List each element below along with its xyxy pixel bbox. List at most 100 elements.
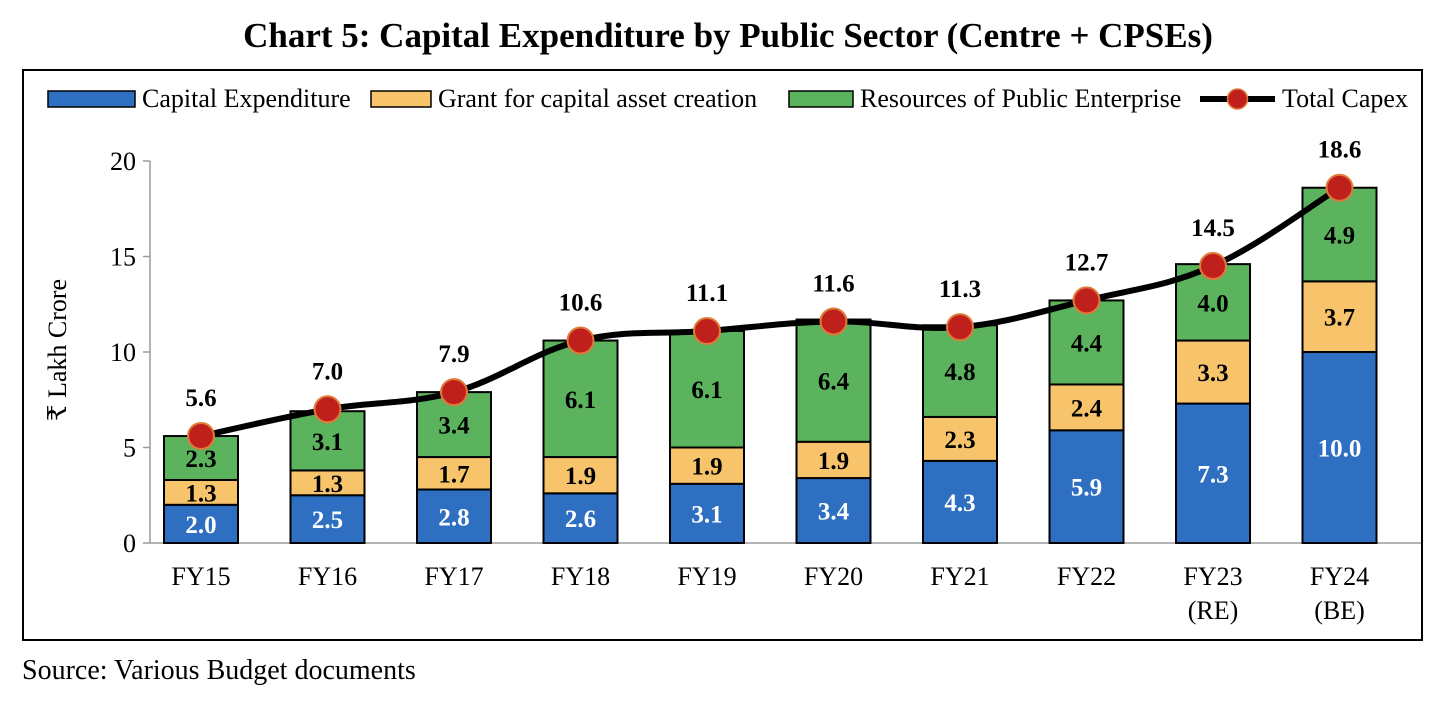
data-label: 5.9: [1071, 475, 1102, 502]
total-capex-marker: [1199, 252, 1227, 281]
legend-swatch: [47, 90, 136, 108]
total-capex-marker: [1325, 173, 1354, 202]
data-label: 2.0: [185, 512, 216, 539]
total-capex-marker: [187, 422, 215, 451]
source-note: Source: Various Budget documents: [22, 655, 416, 686]
legend-swatch: [370, 90, 432, 108]
data-label: 3.4: [438, 413, 470, 440]
data-label: 3.7: [1324, 305, 1355, 332]
y-tick-label: 10: [110, 338, 136, 367]
total-capex-label: 11.6: [812, 270, 854, 297]
total-capex-label: 10.6: [559, 290, 603, 317]
data-label: 3.1: [691, 501, 722, 528]
x-tick-label: (RE): [1188, 596, 1239, 625]
data-label: 3.3: [1197, 360, 1228, 387]
data-label: 2.5: [312, 507, 343, 534]
data-label: 4.9: [1324, 223, 1355, 250]
legend: Capital Expenditure Grant for capital ass…: [47, 84, 1408, 113]
legend-marker: [1226, 88, 1249, 110]
legend-item: Resources of Public Enterprise: [788, 84, 1181, 113]
total-capex-label: 5.6: [185, 385, 216, 412]
y-axis-label: ₹ Lakh Crore: [43, 279, 72, 421]
data-label: 2.6: [565, 506, 596, 533]
data-label: 3.1: [312, 429, 343, 456]
legend-swatch: [788, 90, 854, 108]
y-tick-label: 20: [110, 147, 136, 176]
bar-segment: [1048, 299, 1125, 386]
total-capex-label: 7.9: [438, 341, 469, 368]
x-tick-label: FY19: [677, 562, 736, 591]
data-label: 4.4: [1071, 330, 1103, 357]
total-capex-label: 12.7: [1065, 249, 1109, 276]
data-label: 1.7: [438, 461, 469, 488]
legend-label: Grant for capital asset creation: [438, 84, 757, 113]
total-capex-label: 7.0: [312, 358, 343, 385]
data-label: 1.3: [312, 471, 343, 498]
bar-segment: [163, 478, 239, 506]
data-label: 2.3: [185, 446, 216, 473]
x-tick-label: FY20: [804, 562, 863, 591]
total-capex-label: 18.6: [1318, 137, 1362, 164]
x-tick-label: FY16: [298, 562, 357, 591]
bar-segment: [1175, 339, 1251, 405]
x-tick-label: FY18: [551, 562, 610, 591]
total-capex-line: [200, 185, 1342, 439]
x-tick-label: FY21: [930, 562, 989, 591]
legend-label: Resources of Public Enterprise: [860, 84, 1181, 113]
legend-label: Capital Expenditure: [142, 84, 351, 113]
total-capex-marker: [946, 313, 974, 342]
data-label: 10.0: [1318, 436, 1362, 463]
bar-segment: [669, 329, 745, 449]
data-label: 3.4: [818, 499, 850, 526]
bar-segment: [1048, 429, 1125, 544]
total-capex-label: 14.5: [1191, 215, 1235, 242]
bar-segment: [795, 318, 872, 443]
total-capex-label: 11.3: [939, 276, 981, 303]
x-tick-label: FY15: [171, 562, 230, 591]
legend-item: Grant for capital asset creation: [370, 84, 757, 113]
x-tick-label: FY22: [1057, 562, 1116, 591]
y-tick-label: 0: [123, 529, 136, 558]
data-label: 1.9: [818, 448, 849, 475]
data-label: 7.3: [1197, 461, 1228, 488]
axes: 0 5 10 15 20 ₹ Lakh Crore FY15 FY16 FY17 FY18 FY19…: [43, 147, 1421, 625]
total-capex-marker: [566, 326, 595, 355]
x-tick-label: FY24: [1310, 562, 1369, 591]
data-label: 4.0: [1197, 290, 1228, 317]
data-label: 2.4: [1071, 395, 1103, 422]
y-tick-label: 5: [123, 434, 136, 463]
bar-segment: [416, 488, 492, 544]
bar-segment: [795, 440, 872, 480]
bar-segment: [289, 494, 366, 544]
legend-item: Total Capex: [1200, 84, 1408, 113]
data-label: 2.3: [944, 427, 975, 454]
data-label: 2.8: [438, 504, 469, 531]
total-capex-line-group: 5.6 7.0 7.9 10.6 11.1 11.6 11.3 12.7 14.5 18.6: [185, 137, 1362, 451]
bar-segment: [669, 482, 745, 545]
bar-segment: [542, 456, 619, 495]
data-label: 6.1: [691, 377, 722, 404]
legend-label: Total Capex: [1282, 84, 1408, 113]
bar-segment: [1175, 402, 1251, 544]
chart-plot: Capital Expenditure Grant for capital ass…: [43, 84, 1421, 625]
data-label: 4.3: [944, 490, 975, 517]
bar-segment: [1301, 351, 1378, 544]
total-capex-marker: [693, 316, 721, 345]
total-capex-marker: [440, 378, 468, 407]
total-capex-marker: [313, 395, 342, 424]
x-tick-label: FY23: [1183, 562, 1242, 591]
chart-frame: Capital Expenditure Grant for capital ass…: [22, 69, 1423, 641]
total-capex-marker: [819, 307, 848, 336]
data-label: 4.8: [944, 359, 975, 386]
data-label: 1.3: [185, 480, 216, 507]
chart-title: Chart 5: Capital Expenditure by Public S…: [243, 16, 1213, 55]
bar-segment: [289, 469, 366, 497]
total-capex-label: 11.1: [686, 280, 728, 307]
data-label: 6.4: [818, 369, 850, 396]
y-tick-label: 15: [110, 243, 136, 272]
data-label: 1.9: [565, 463, 596, 490]
total-capex-marker: [1072, 286, 1101, 315]
data-label: 6.1: [565, 387, 596, 414]
x-tick-label: (BE): [1314, 596, 1365, 625]
data-label: 1.9: [691, 454, 722, 481]
